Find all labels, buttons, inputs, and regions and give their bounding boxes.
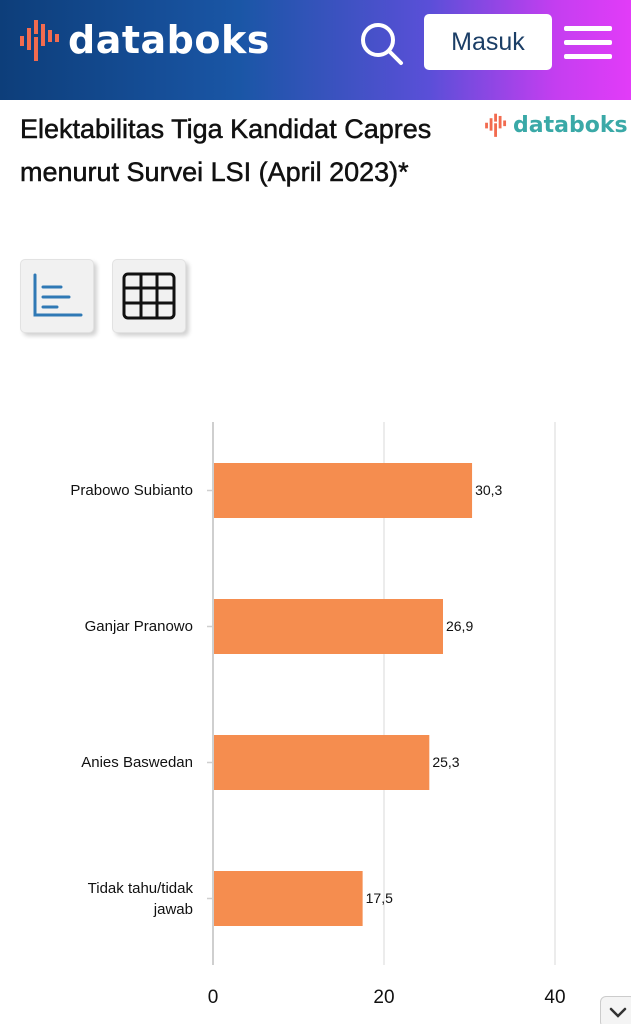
chart-view-button[interactable] — [20, 259, 94, 333]
bar-chart-icon — [33, 273, 83, 317]
login-button[interactable]: Masuk — [424, 14, 552, 70]
site-header: databoks Masuk — [0, 0, 631, 100]
brand-small-text: databoks — [513, 112, 628, 138]
x-tick-label: 40 — [544, 987, 566, 1008]
page-title: Elektabilitas Tiga Kandidat Capres menur… — [20, 114, 432, 188]
hamburger-menu-icon[interactable] — [564, 24, 612, 64]
brand-name: databoks — [68, 18, 270, 62]
bar[interactable] — [214, 735, 430, 790]
scroll-down-button[interactable] — [600, 996, 631, 1024]
value-label: 25,3 — [432, 753, 460, 770]
table-view-button[interactable] — [112, 259, 186, 333]
value-label: 26,9 — [445, 617, 474, 634]
x-tick-label: 20 — [373, 987, 395, 1008]
category-label: Ganjar Pranowo — [84, 618, 193, 635]
value-label: 30,3 — [475, 481, 503, 498]
bar[interactable] — [214, 871, 363, 926]
search-button[interactable] — [358, 20, 404, 66]
category-label: Tidak tahu/tidak jawab — [87, 879, 193, 918]
bar[interactable] — [214, 463, 473, 518]
databoks-small-logo: databoks — [484, 112, 628, 138]
value-label: 17,5 — [365, 889, 393, 906]
x-tick-label: 0 — [207, 987, 219, 1008]
search-icon — [361, 23, 403, 65]
category-label: Prabowo Subianto — [70, 482, 193, 499]
category-label: Anies Baswedan — [81, 754, 193, 771]
table-grid-icon — [122, 272, 176, 320]
chevron-down-icon — [609, 1007, 627, 1018]
databoks-logo[interactable]: databoks — [18, 18, 270, 62]
bar[interactable] — [214, 599, 443, 654]
bar-chart: 0 20 40 Prabowo Subianto 30,3 Ganjar Pranowo 2… — [0, 410, 631, 1024]
databoks-mark-icon — [485, 113, 507, 137]
databoks-logo-icon — [20, 20, 59, 61]
chart-plot-area — [207, 422, 556, 965]
